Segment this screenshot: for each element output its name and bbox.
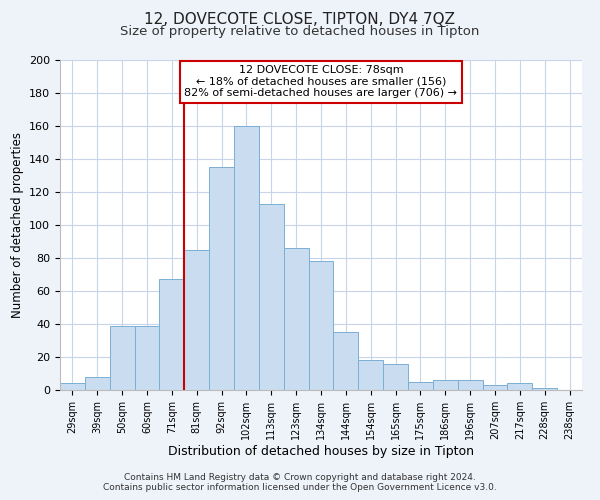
Bar [85, 377, 110, 390]
Bar [134, 326, 160, 390]
Bar [160, 280, 184, 390]
Bar [284, 248, 308, 390]
Bar [110, 326, 134, 390]
Bar [358, 360, 383, 390]
Bar [532, 388, 557, 390]
Bar [433, 380, 458, 390]
Bar [383, 364, 408, 390]
Text: Contains HM Land Registry data © Crown copyright and database right 2024.
Contai: Contains HM Land Registry data © Crown c… [103, 473, 497, 492]
Bar [482, 385, 508, 390]
Text: 12 DOVECOTE CLOSE: 78sqm
← 18% of detached houses are smaller (156)
82% of semi-: 12 DOVECOTE CLOSE: 78sqm ← 18% of detach… [185, 65, 458, 98]
Bar [259, 204, 284, 390]
Bar [408, 382, 433, 390]
Bar [458, 380, 482, 390]
Bar [60, 384, 85, 390]
Text: 12, DOVECOTE CLOSE, TIPTON, DY4 7QZ: 12, DOVECOTE CLOSE, TIPTON, DY4 7QZ [145, 12, 455, 28]
X-axis label: Distribution of detached houses by size in Tipton: Distribution of detached houses by size … [168, 444, 474, 458]
Bar [184, 250, 209, 390]
Bar [334, 332, 358, 390]
Y-axis label: Number of detached properties: Number of detached properties [11, 132, 23, 318]
Bar [308, 262, 334, 390]
Bar [234, 126, 259, 390]
Bar [209, 167, 234, 390]
Bar [508, 384, 532, 390]
Text: Size of property relative to detached houses in Tipton: Size of property relative to detached ho… [121, 25, 479, 38]
